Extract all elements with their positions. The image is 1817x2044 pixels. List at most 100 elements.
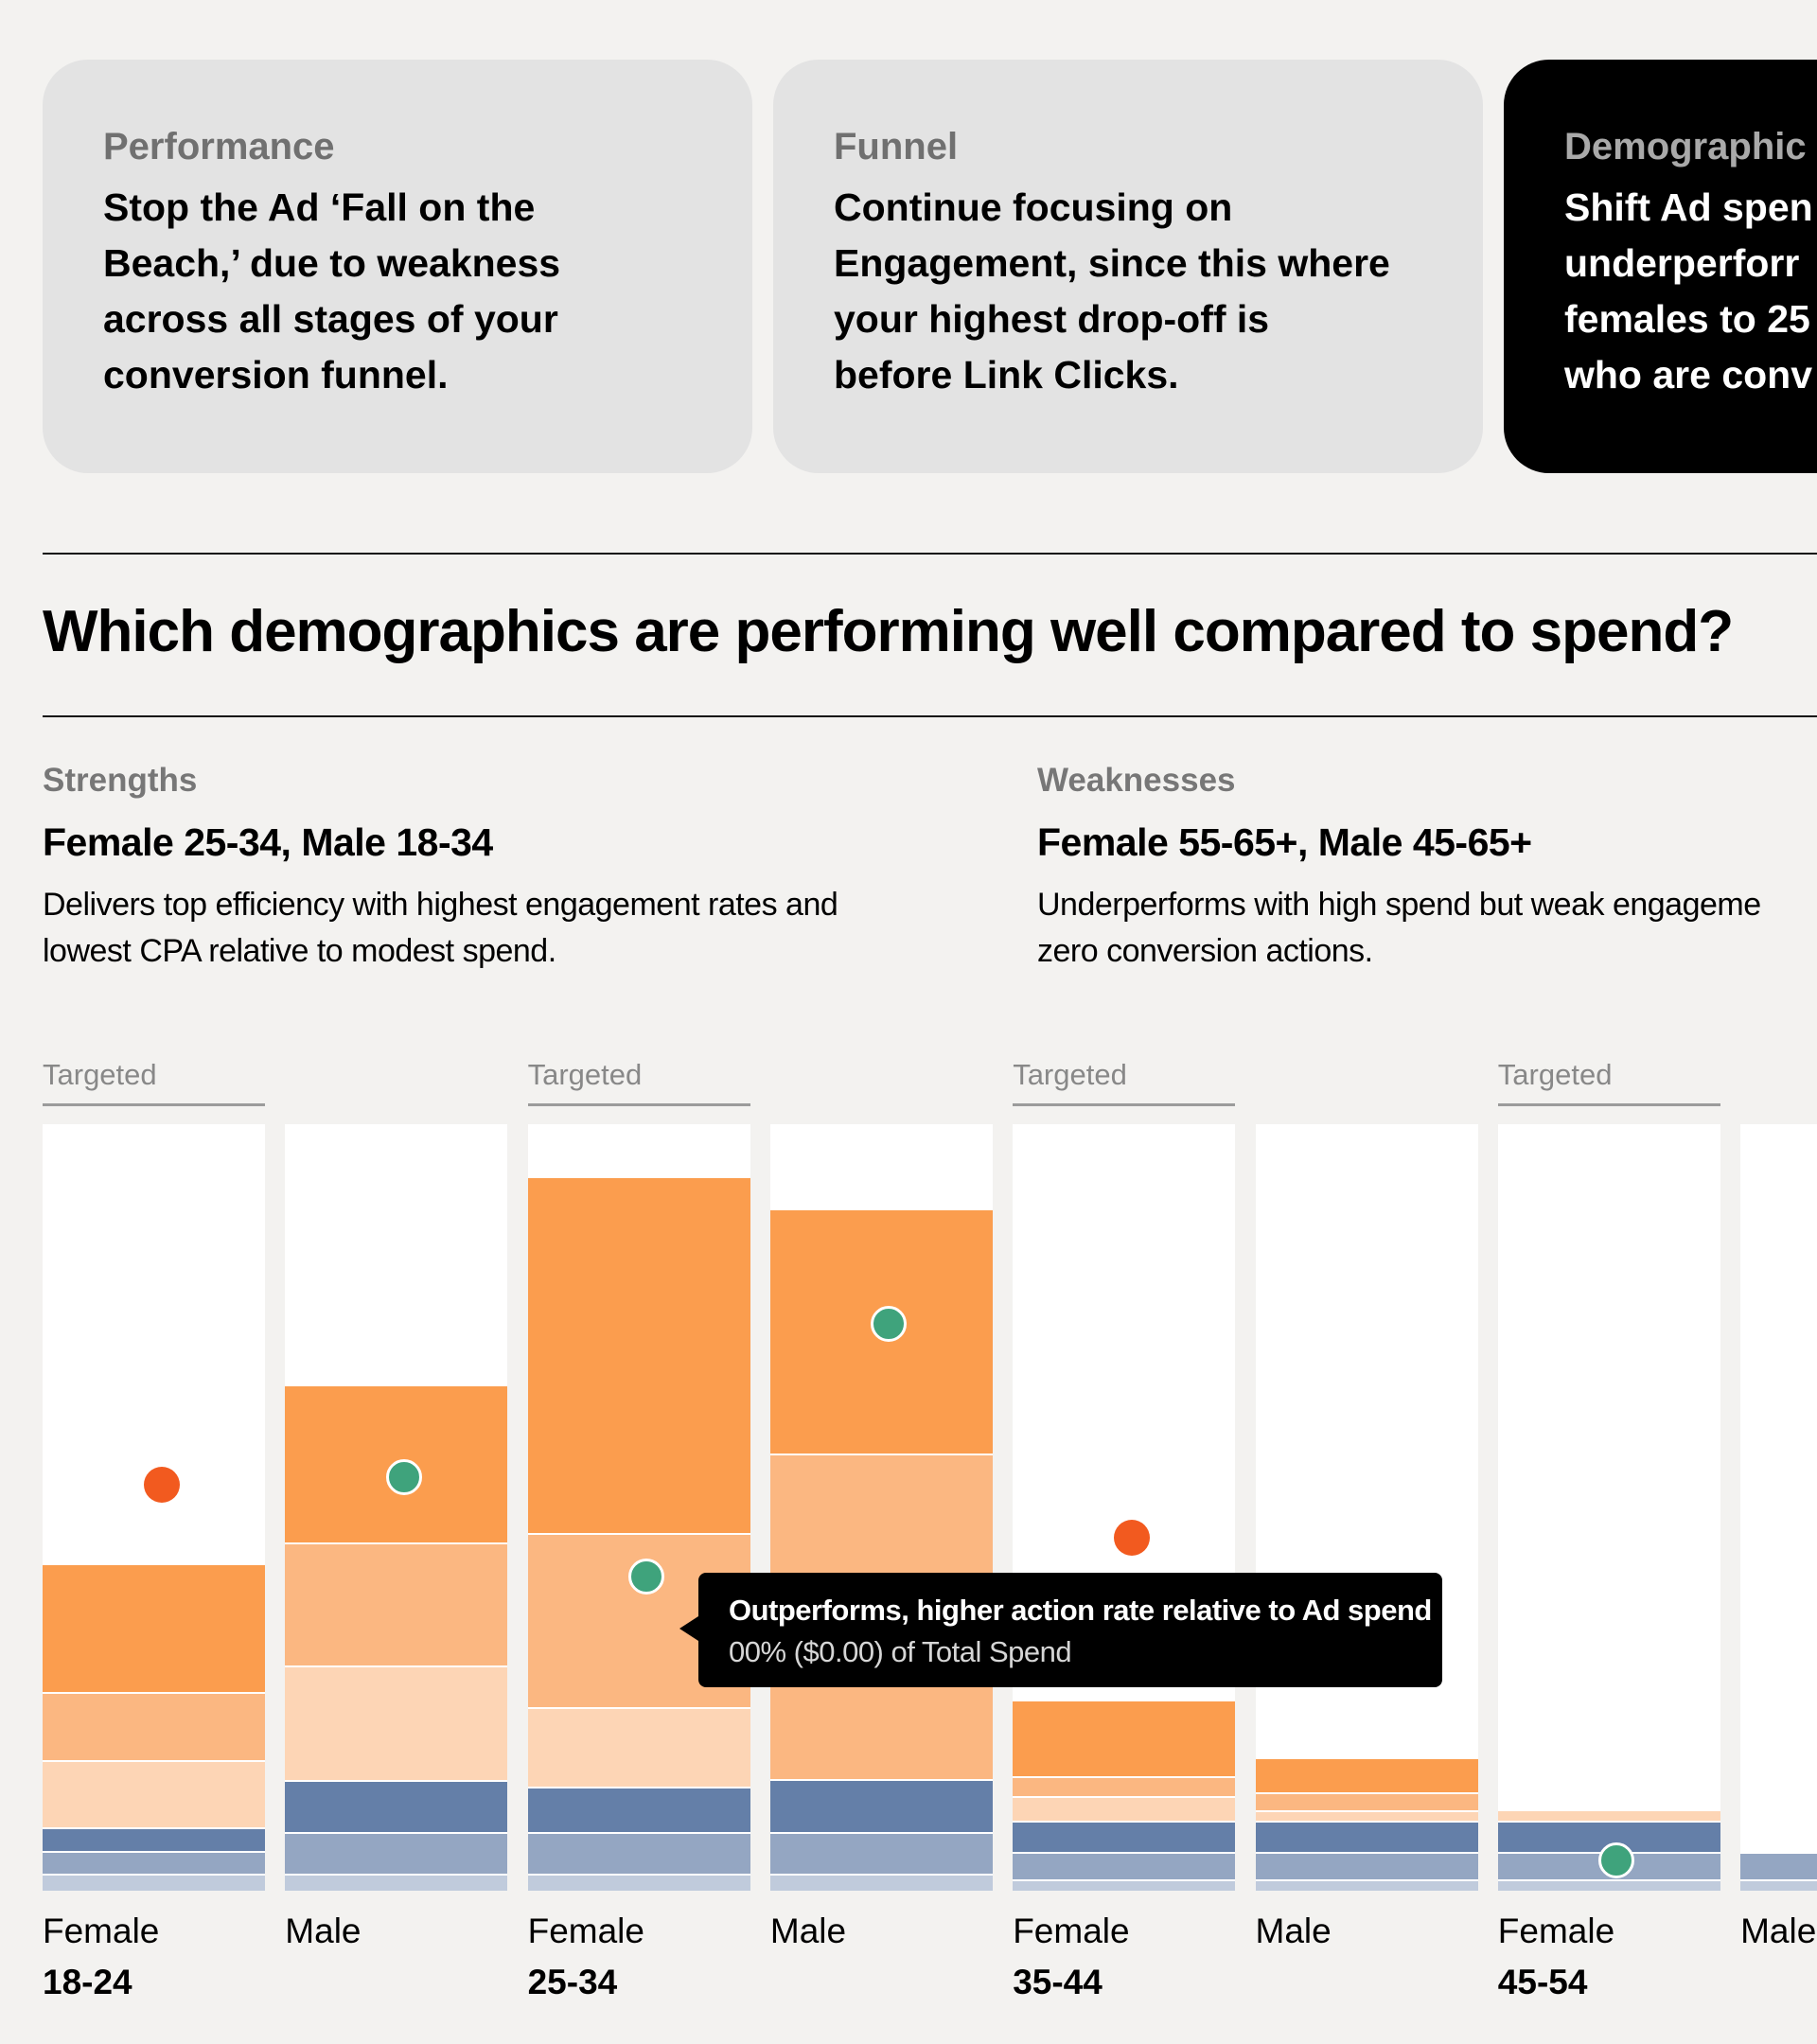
bar-segment-blue-2[interactable] [1013, 1851, 1236, 1879]
description-line: Underperforms with high spend but weak e… [1037, 887, 1761, 923]
bar-segment-orange-3[interactable] [43, 1759, 265, 1827]
bar-column[interactable] [1013, 1124, 1236, 1891]
bar-segment-blue-2[interactable] [285, 1832, 508, 1875]
underperform-marker[interactable] [143, 1466, 180, 1503]
card-text-line: conversion funnel. [103, 353, 449, 396]
bar-segment-blue-2[interactable] [43, 1850, 265, 1875]
weaknesses-description: Underperforms with high spend but weak e… [1037, 882, 1817, 975]
category-age-label: 18-24 [43, 1963, 132, 2001]
targeted-label: Targeted [43, 1058, 265, 1106]
card-performance[interactable]: Performance Stop the Ad ‘Fall on the Bea… [43, 60, 752, 473]
card-demographic[interactable]: Demographic Shift Ad spen underperforr f… [1504, 60, 1817, 473]
targeted-label: Targeted [1497, 1058, 1720, 1106]
bar-segment-blue-3[interactable] [43, 1874, 265, 1891]
strengths-label: Strengths [43, 762, 198, 799]
category-gender-label: Male [1740, 1912, 1817, 1950]
bar-segment-orange-1[interactable] [43, 1563, 265, 1693]
bar-column[interactable] [1740, 1124, 1817, 1891]
bar-segment-blue-1[interactable] [1255, 1821, 1478, 1852]
bar-column[interactable] [1255, 1124, 1478, 1891]
bar-segment-orange-1[interactable] [1255, 1757, 1478, 1792]
card-category: Funnel [834, 126, 959, 167]
bar-segment-orange-2[interactable] [1255, 1791, 1478, 1810]
section-title: Which demographics are performing well c… [43, 599, 1734, 664]
card-text-line: Beach,’ due to weakness [103, 241, 561, 285]
card-text-line: underperforr [1564, 241, 1800, 285]
bar-segment-orange-1[interactable] [527, 1176, 750, 1533]
category-gender-label: Female [1013, 1912, 1130, 1950]
bar-segment-blue-2[interactable] [527, 1832, 750, 1875]
bar-segment-blue-2[interactable] [1255, 1851, 1478, 1879]
divider [43, 553, 1817, 555]
bar-column[interactable] [1497, 1124, 1720, 1891]
bar-column[interactable] [527, 1124, 750, 1891]
bar-segment-blue-3[interactable] [769, 1874, 993, 1891]
bar-segment-blue-1[interactable] [43, 1826, 265, 1851]
bar-segment-blue-1[interactable] [285, 1779, 508, 1833]
bar-segment-blue-1[interactable] [527, 1786, 750, 1833]
bar-segment-blue-2[interactable] [1740, 1851, 1817, 1879]
underperform-marker[interactable] [1113, 1520, 1150, 1557]
tooltip-title: Outperforms, higher action rate relative… [729, 1594, 1432, 1627]
bar-segment-orange-3[interactable] [1255, 1809, 1478, 1822]
strengths-panel: Strengths Female 25-34, Male 18-34 Deliv… [43, 762, 989, 975]
card-text-line: Continue focusing on [834, 185, 1233, 229]
bar-segment-blue-3[interactable] [285, 1874, 508, 1891]
card-text-line: before Link Clicks. [834, 353, 1179, 396]
card-category: Performance [103, 126, 335, 167]
category-age-label: 45-54 [1497, 1963, 1588, 2001]
bar-column[interactable] [285, 1124, 508, 1891]
bar-segment-blue-3[interactable] [1013, 1878, 1236, 1891]
tooltip-subtitle: 00% ($0.00) of Total Spend [729, 1635, 1072, 1668]
description-line: zero conversion actions. [1037, 933, 1373, 969]
outperform-marker[interactable] [871, 1305, 908, 1342]
bar-segment-blue-2[interactable] [769, 1832, 993, 1875]
description-line: lowest CPA relative to modest spend. [43, 933, 556, 969]
bar-segment-orange-3[interactable] [1013, 1795, 1236, 1822]
card-text-line: Shift Ad spen [1564, 185, 1813, 229]
bar-column[interactable] [43, 1124, 265, 1891]
card-text-line: your highest drop-off is [834, 297, 1270, 341]
category-gender-label: Male [285, 1912, 362, 1950]
weaknesses-panel: Weaknesses Female 55-65+, Male 45-65+ Un… [1037, 762, 1817, 975]
description-line: Delivers top efficiency with highest eng… [43, 887, 838, 923]
bar-segment-blue-3[interactable] [1740, 1878, 1817, 1891]
targeted-label: Targeted [1013, 1058, 1236, 1106]
weaknesses-headline: Female 55-65+, Male 45-65+ [1037, 820, 1532, 864]
recommendation-cards: Performance Stop the Ad ‘Fall on the Bea… [0, 0, 1817, 492]
bar-segment-blue-1[interactable] [769, 1778, 993, 1833]
card-funnel[interactable]: Funnel Continue focusing on Engagement, … [773, 60, 1483, 473]
outperform-marker[interactable] [628, 1558, 665, 1595]
bar-segment-blue-1[interactable] [1013, 1821, 1236, 1852]
card-text-line: across all stages of your [103, 297, 558, 341]
category-age-label: 35-44 [1013, 1963, 1103, 2001]
card-text: Continue focusing on Engagement, since t… [834, 180, 1422, 403]
bar-segment-orange-3[interactable] [527, 1706, 750, 1787]
bar-segment-orange-3[interactable] [1497, 1809, 1720, 1822]
bar-segment-blue-3[interactable] [1255, 1878, 1478, 1891]
card-text-line: who are conv [1564, 353, 1813, 396]
strengths-description: Delivers top efficiency with highest eng… [43, 882, 989, 975]
bar-segment-orange-2[interactable] [1013, 1775, 1236, 1796]
category-gender-label: Male [769, 1912, 847, 1950]
bar-segment-orange-2[interactable] [43, 1692, 265, 1760]
card-text-line: females to 25 [1564, 297, 1810, 341]
card-text-line: Engagement, since this where [834, 241, 1390, 285]
bar-segment-orange-1[interactable] [1013, 1700, 1236, 1776]
strengths-headline: Female 25-34, Male 18-34 [43, 820, 493, 864]
card-text-line: Stop the Ad ‘Fall on the [103, 185, 536, 229]
chart-tooltip: Outperforms, higher action rate relative… [679, 1573, 1442, 1687]
bar-segment-blue-3[interactable] [527, 1874, 750, 1891]
card-text: Stop the Ad ‘Fall on the Beach,’ due to … [103, 180, 692, 403]
divider [43, 715, 1817, 717]
outperform-marker[interactable] [1598, 1841, 1635, 1878]
weaknesses-label: Weaknesses [1037, 762, 1236, 799]
category-gender-label: Female [1497, 1912, 1615, 1950]
card-category: Demographic [1564, 126, 1807, 167]
bar-column[interactable] [769, 1124, 993, 1891]
bar-segment-blue-3[interactable] [1497, 1878, 1720, 1891]
category-gender-label: Female [527, 1912, 644, 1950]
outperform-marker[interactable] [385, 1458, 422, 1495]
bar-segment-orange-2[interactable] [285, 1542, 508, 1665]
bar-segment-orange-3[interactable] [285, 1665, 508, 1780]
